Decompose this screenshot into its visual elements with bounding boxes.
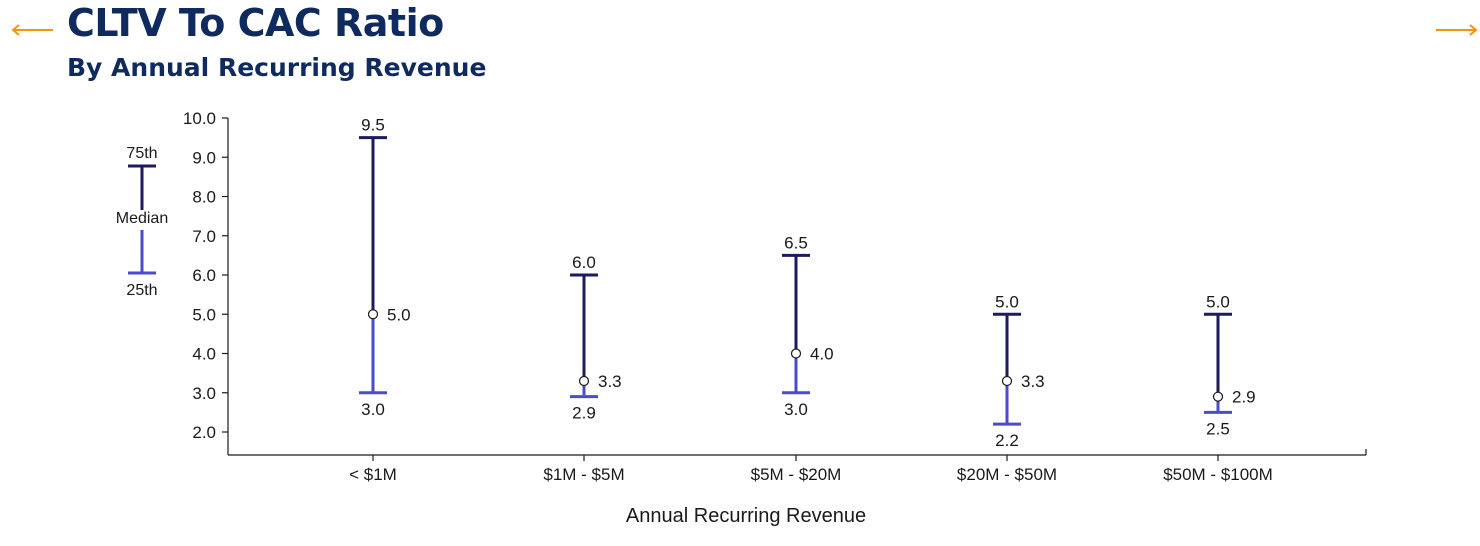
p75-label: 5.0 [995,292,1019,311]
median-label: 2.9 [1232,388,1256,407]
p75-label: 6.0 [572,253,596,272]
page-title: CLTV To CAC Ratio [67,1,444,45]
median-label: 3.3 [598,372,622,391]
median-point [1001,375,1013,387]
legend-median-label: Median [116,210,168,227]
median-point [367,309,379,320]
median-point [790,348,802,359]
y-tick-label: 10.0 [183,109,216,128]
p25-label: 3.0 [784,400,808,419]
page-subtitle: By Annual Recurring Revenue [67,53,487,82]
p75-label: 6.5 [784,233,808,252]
y-tick-label: 7.0 [192,227,216,246]
chart-axes: 2.0 3.0 4.0 5.0 6.0 7.0 8.0 9.0 10.0 < $1M $1M - $… [183,109,1367,484]
chart-marks: 9.55.03.06.03.32.96.54.03.05.03.32.25.02… [359,116,1256,450]
median-point [1212,391,1224,402]
chart-legend: 75th Median 25th [116,145,168,299]
x-tick-label: $1M - $5M [543,465,624,484]
p25-label: 3.0 [361,400,385,419]
median-point [578,375,590,387]
p75-label: 9.5 [361,116,385,135]
y-tick-label: 6.0 [192,266,216,285]
y-tick-label: 3.0 [192,384,216,403]
arrow-right-icon[interactable] [1435,20,1479,40]
legend-25th-label: 25th [126,282,157,299]
median-label: 4.0 [810,345,834,364]
p25-label: 2.2 [995,431,1019,450]
y-tick-label: 2.0 [192,423,216,442]
p25-label: 2.9 [572,404,596,423]
median-label: 5.0 [387,305,411,324]
arrow-left-icon[interactable] [10,20,54,40]
p25-label: 2.5 [1206,419,1230,438]
median-label: 3.3 [1021,372,1045,391]
legend-75th-label: 75th [126,145,157,162]
x-tick-label: $5M - $20M [751,465,842,484]
x-tick-label: $20M - $50M [957,465,1057,484]
p75-label: 5.0 [1206,292,1230,311]
y-tick-label: 9.0 [192,148,216,167]
y-tick-label: 5.0 [192,305,216,324]
x-tick-label: < $1M [349,465,397,484]
y-tick-label: 4.0 [192,345,216,364]
y-tick-label: 8.0 [192,188,216,207]
x-tick-label: $50M - $100M [1163,465,1273,484]
x-axis-title: Annual Recurring Revenue [626,505,866,527]
